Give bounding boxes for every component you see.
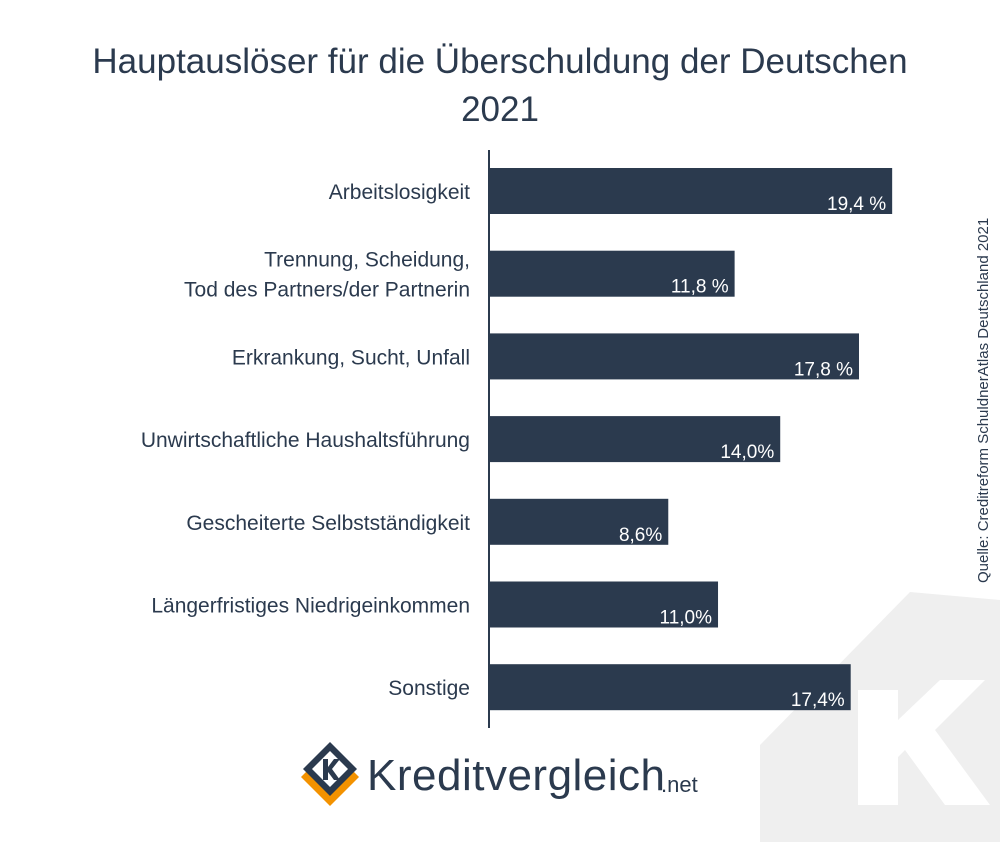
- source-note: Quelle: Creditreform SchuldnerAtlas Deut…: [975, 217, 992, 583]
- bar-4: [490, 416, 781, 463]
- category-label-line: Längerfristiges Niedrigeinkommen: [151, 595, 470, 618]
- bar-value-label-5: 8,6%: [619, 525, 662, 546]
- bar-7: [490, 664, 851, 711]
- bar-value-label-1: 19,4 %: [827, 194, 886, 215]
- category-label-line: Arbeitslosigkeit: [329, 181, 470, 204]
- chart-title: Hauptauslöser für die Überschuldung der …: [0, 38, 1000, 134]
- category-label-2: Trennung, Scheidung, Tod des Partners/der…: [184, 249, 470, 302]
- bar-value-label-2: 11,8 %: [671, 277, 729, 298]
- category-label-line: Gescheiterte Selbstständigkeit: [186, 512, 470, 535]
- bar-value-label-7: 17,4%: [791, 690, 845, 711]
- category-label-5: Gescheiterte Selbstständigkeit: [186, 512, 470, 535]
- chart-title-line-2: 2021: [461, 90, 539, 129]
- category-label-line: Tod des Partners/der Partnerin: [184, 279, 470, 302]
- bar-2: [490, 250, 735, 297]
- category-label-4: Unwirtschaftliche Haushaltsführung: [141, 429, 470, 452]
- bar-3: [490, 333, 859, 380]
- category-label-7: Sonstige: [388, 677, 470, 700]
- category-label-6: Längerfristiges Niedrigeinkommen: [151, 595, 470, 618]
- category-label-line: Trennung, Scheidung,: [264, 249, 470, 272]
- bar-5: [490, 498, 669, 545]
- category-label-line: Erkrankung, Sucht, Unfall: [232, 346, 470, 369]
- chart-title-line-1: Hauptauslöser für die Überschuldung der …: [92, 42, 908, 81]
- brand-mark-icon: [301, 742, 359, 806]
- category-label-3: Erkrankung, Sucht, Unfall: [232, 346, 470, 369]
- bar-value-label-4: 14,0%: [720, 442, 774, 463]
- category-label-line: Unwirtschaftliche Haushaltsführung: [141, 429, 470, 452]
- category-label-1: Arbeitslosigkeit: [329, 181, 470, 204]
- bar-6: [490, 581, 719, 628]
- bar-1: [490, 168, 893, 214]
- category-label-line: Sonstige: [388, 677, 470, 700]
- bar-value-label-6: 11,0%: [660, 608, 713, 629]
- bar-value-label-3: 17,8 %: [794, 359, 853, 380]
- brand-name: Kreditvergleich: [367, 751, 666, 800]
- brand-tld: .net: [661, 772, 698, 797]
